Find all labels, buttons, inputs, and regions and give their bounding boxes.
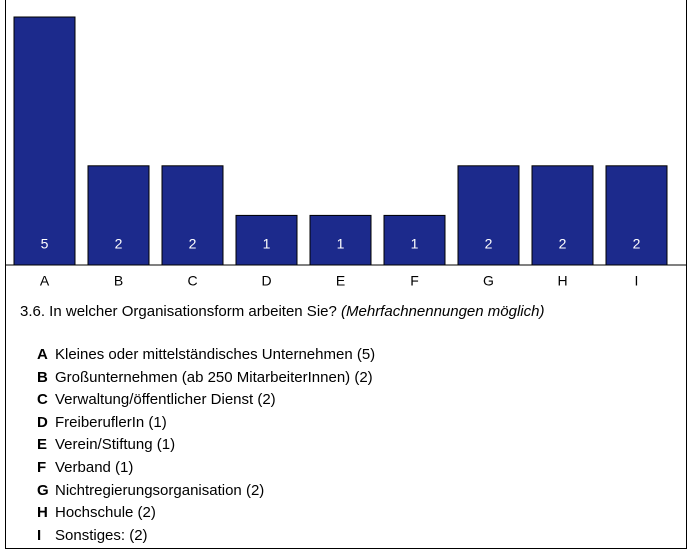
bar [605, 165, 668, 266]
bar-value-label: 5 [41, 236, 49, 252]
bar [383, 214, 446, 266]
bar-value-label: 1 [411, 236, 419, 252]
x-tick-label: I [635, 273, 639, 289]
legend-key: F [37, 458, 47, 476]
legend-text: Hochschule (2) [55, 504, 156, 522]
legend-text: Kleines oder mittelständisches Unternehm… [55, 346, 376, 363]
legend-text: Verein/Stiftung (1) [55, 436, 176, 454]
bar-value-label: 2 [633, 236, 641, 252]
legend-item: H Hochschule (2) [37, 503, 375, 526]
question: 3.6. In welcher Organisationsform arbeit… [20, 302, 620, 322]
legend-key: C [37, 391, 48, 409]
x-tick-label: F [410, 273, 419, 289]
legend-item: G Nichtregierungsorganisation (2) [37, 481, 375, 504]
bar-value-label: 2 [559, 236, 567, 252]
legend-item: C Verwaltung/öffentlicher Dienst (2) [37, 390, 375, 413]
legend-item: B Großunternehmen (ab 250 MitarbeiterInne… [37, 368, 375, 391]
bar [531, 165, 594, 266]
legend-item: I Sonstiges: (2) [37, 526, 375, 549]
legend-key: H [37, 504, 48, 522]
frame [5, 0, 687, 549]
x-tick-label: E [336, 273, 345, 289]
x-tick-label: B [114, 273, 123, 289]
legend-key: G [37, 481, 49, 499]
legend-key: E [37, 436, 48, 454]
bar [161, 165, 224, 266]
legend-item: D FreiberuflerIn (1) [37, 413, 375, 436]
legend-text: Nichtregierungsorganisation (2) [55, 481, 265, 499]
legend: A Kleines oder mittelständisches Unterneh… [37, 345, 375, 548]
bar-value-label: 2 [115, 236, 123, 252]
legend-text: FreiberuflerIn (1) [55, 413, 167, 431]
legend-key: D [37, 413, 48, 431]
chart: 5 A 2 B 2 C 1 D 1 E 1 F 2 G 2 H 2 I [6, 16, 686, 289]
legend-text: Verwaltung/öffentlicher Dienst (2) [55, 391, 276, 409]
legend-text: Großunternehmen (ab 250 MitarbeiterInnen… [55, 368, 373, 386]
legend-key: A [37, 346, 48, 363]
legend-item: E Verein/Stiftung (1) [37, 435, 375, 458]
bar [457, 165, 520, 266]
x-tick-label: D [261, 273, 271, 289]
legend-text: Verband (1) [55, 458, 134, 476]
bar [13, 16, 76, 266]
bar-value-label: 2 [485, 236, 493, 252]
x-tick-label: G [483, 273, 494, 289]
legend-text: Sonstiges: (2) [55, 526, 148, 544]
bar [309, 214, 372, 266]
bar-value-label: 2 [189, 236, 197, 252]
bar-value-label: 1 [263, 236, 271, 252]
bar-value-label: 1 [337, 236, 345, 252]
x-tick-label: C [187, 273, 197, 289]
question-note: (Mehrfachnennungen möglich) [341, 303, 545, 320]
legend-item: F Verband (1) [37, 458, 375, 481]
x-tick-label: H [557, 273, 567, 289]
legend-key: B [37, 368, 48, 386]
legend-item: A Kleines oder mittelständisches Unterneh… [37, 345, 375, 368]
legend-key: I [37, 526, 42, 544]
x-tick-label: A [40, 273, 50, 289]
question-text: 3.6. In welcher Organisationsform arbeit… [20, 303, 337, 320]
